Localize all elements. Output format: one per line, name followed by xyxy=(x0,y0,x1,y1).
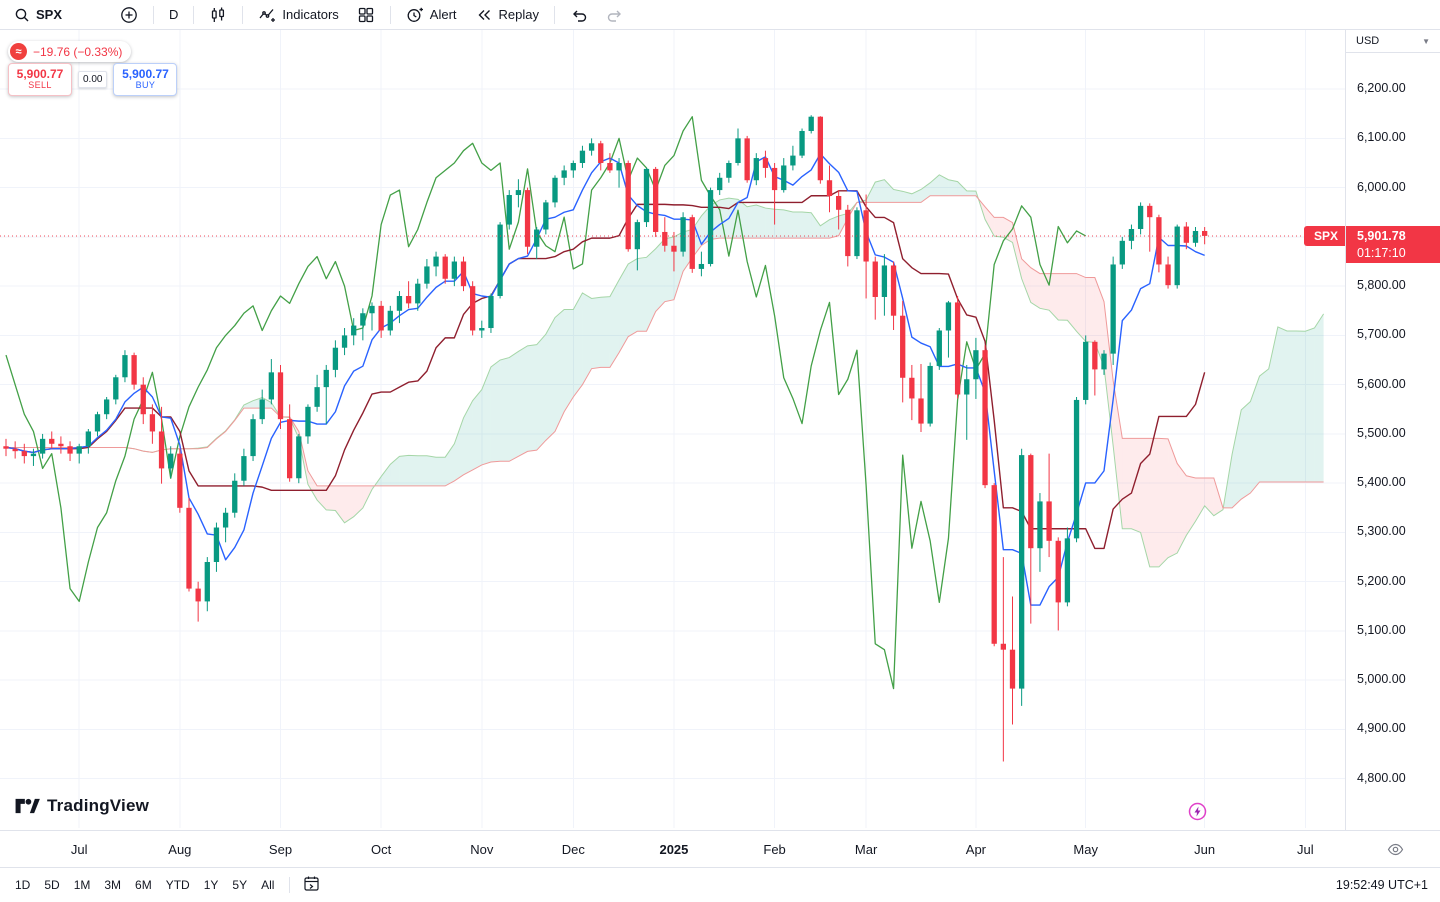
chevron-down-icon: ▼ xyxy=(1422,36,1430,46)
spark-icon[interactable] xyxy=(1188,802,1207,826)
range-all[interactable]: All xyxy=(254,873,281,897)
range-5y[interactable]: 5Y xyxy=(225,873,254,897)
tradingview-mark-icon xyxy=(14,796,40,816)
indicators-button[interactable]: Indicators xyxy=(250,2,346,28)
toolbar-separator xyxy=(553,5,555,24)
bottom-toolbar: 1D 5D 1M 3M 6M YTD 1Y 5Y All 19:52:49 UTC+1 xyxy=(0,868,1440,902)
clock-timezone[interactable]: 19:52:49 UTC+1 xyxy=(1335,878,1428,892)
time-tick-label: Feb xyxy=(763,842,786,857)
alert-label: Alert xyxy=(429,7,457,22)
time-tick-label: Apr xyxy=(965,842,987,857)
plus-circle-icon xyxy=(120,6,138,24)
price-tick-label: 4,800.00 xyxy=(1357,770,1406,785)
undo-button[interactable] xyxy=(562,2,596,28)
bar-countdown: 01:17:10 xyxy=(1357,246,1406,260)
buy-button[interactable]: 5,900.77 BUY xyxy=(113,63,178,96)
range-ytd[interactable]: YTD xyxy=(159,873,197,897)
time-tick-label: Dec xyxy=(561,842,585,857)
buy-label: BUY xyxy=(135,80,156,91)
sell-label: SELL xyxy=(28,80,52,91)
time-tick-label: Oct xyxy=(371,842,392,857)
range-buttons: 1D 5D 1M 3M 6M YTD 1Y 5Y All xyxy=(8,873,281,897)
quote-pill[interactable]: ≈ −19.76 (−0.33%) xyxy=(8,41,132,62)
time-tick-label: Mar xyxy=(854,842,878,857)
replay-button[interactable]: Replay xyxy=(467,2,547,28)
price-tick-label: 6,100.00 xyxy=(1357,130,1406,145)
currency-label: USD xyxy=(1356,35,1380,47)
tradingview-logo[interactable]: TradingView xyxy=(14,796,149,816)
price-tick-label: 5,100.00 xyxy=(1357,622,1406,637)
symbol-label: SPX xyxy=(36,7,63,22)
toolbar-separator xyxy=(153,5,155,24)
time-tick-label: 2025 xyxy=(659,842,689,857)
spread-value: 0.00 xyxy=(78,71,108,88)
interval-button[interactable]: D xyxy=(161,2,186,28)
last-price-symbol-tag: SPX xyxy=(1304,226,1349,246)
price-tick-label: 6,200.00 xyxy=(1357,81,1406,96)
calendar-icon xyxy=(303,875,320,892)
top-toolbar: SPX D Indicators Alert Repla xyxy=(0,0,1440,30)
range-6m[interactable]: 6M xyxy=(128,873,159,897)
time-tick-label: Jul xyxy=(70,842,88,857)
price-axis[interactable]: USD ▼ 6,200.006,100.006,000.005,900.005,… xyxy=(1345,30,1440,830)
time-tick-label: Nov xyxy=(470,842,494,857)
price-tick-label: 5,700.00 xyxy=(1357,327,1406,342)
range-3m[interactable]: 3M xyxy=(97,873,128,897)
last-price-value: 5,901.78 xyxy=(1357,229,1406,243)
replay-icon xyxy=(475,6,493,24)
sell-price: 5,900.77 xyxy=(16,66,64,81)
replay-label: Replay xyxy=(498,7,539,22)
toolbar-separator xyxy=(242,5,244,24)
toolbar-separator xyxy=(193,5,195,24)
interval-label: D xyxy=(169,7,179,22)
time-axis[interactable]: Jul Aug Sep Oct Nov Dec 2025 Feb Mar Apr May Jun Jul xyxy=(0,830,1440,868)
price-tick-label: 5,800.00 xyxy=(1357,278,1406,293)
range-1y[interactable]: 1Y xyxy=(197,873,226,897)
price-chart[interactable] xyxy=(0,30,1345,830)
order-panel: 5,900.77 SELL 0.00 5,900.77 BUY xyxy=(8,63,178,96)
price-tick-label: 6,000.00 xyxy=(1357,179,1406,194)
go-to-date-button[interactable] xyxy=(298,871,325,899)
time-tick-label: May xyxy=(1073,842,1098,857)
alert-button[interactable]: Alert xyxy=(398,2,465,28)
range-5d[interactable]: 5D xyxy=(37,873,66,897)
grid-templates-icon xyxy=(357,6,375,24)
eye-icon[interactable] xyxy=(1387,841,1404,863)
candlestick-style-icon xyxy=(209,6,227,24)
search-icon xyxy=(14,7,30,23)
currency-dropdown[interactable]: USD ▼ xyxy=(1346,30,1440,53)
time-tick-label: Jun xyxy=(1194,842,1216,857)
last-price-label: 5,901.78 01:17:10 xyxy=(1346,226,1440,263)
price-tick-label: 5,200.00 xyxy=(1357,573,1406,588)
time-tick-label: Jul xyxy=(1296,842,1314,857)
buy-price: 5,900.77 xyxy=(122,66,169,81)
symbol-search-button[interactable]: SPX xyxy=(6,2,70,28)
tradingview-logo-text: TradingView xyxy=(47,796,150,815)
redo-icon xyxy=(606,6,624,24)
compare-add-button[interactable] xyxy=(112,2,146,28)
quote-change-label: −19.76 (−0.33%) xyxy=(33,44,123,59)
price-tick-label: 4,900.00 xyxy=(1357,721,1406,736)
price-tick-label: 5,300.00 xyxy=(1357,524,1406,539)
symbol-logo-icon: ≈ xyxy=(10,43,27,60)
indicator-templates-button[interactable] xyxy=(349,2,383,28)
indicators-icon xyxy=(258,6,276,24)
bottom-separator xyxy=(289,877,291,893)
redo-button[interactable] xyxy=(598,2,632,28)
time-tick-label: Aug xyxy=(168,842,192,857)
price-tick-label: 5,400.00 xyxy=(1357,475,1406,490)
chart-style-button[interactable] xyxy=(201,2,235,28)
range-1d[interactable]: 1D xyxy=(8,873,37,897)
price-tick-label: 5,600.00 xyxy=(1357,376,1406,391)
range-1m[interactable]: 1M xyxy=(67,873,98,897)
price-tick-label: 5,000.00 xyxy=(1357,672,1406,687)
time-tick-label: Sep xyxy=(268,842,293,857)
price-tick-label: 5,500.00 xyxy=(1357,425,1406,440)
alert-clock-icon xyxy=(406,6,424,24)
sell-button[interactable]: 5,900.77 SELL xyxy=(8,63,72,96)
chart-canvas[interactable]: ≈ −19.76 (−0.33%) 5,900.77 SELL 0.00 5,9… xyxy=(0,30,1349,830)
undo-icon xyxy=(570,6,588,24)
indicators-label: Indicators xyxy=(282,7,339,22)
toolbar-separator xyxy=(389,5,391,24)
